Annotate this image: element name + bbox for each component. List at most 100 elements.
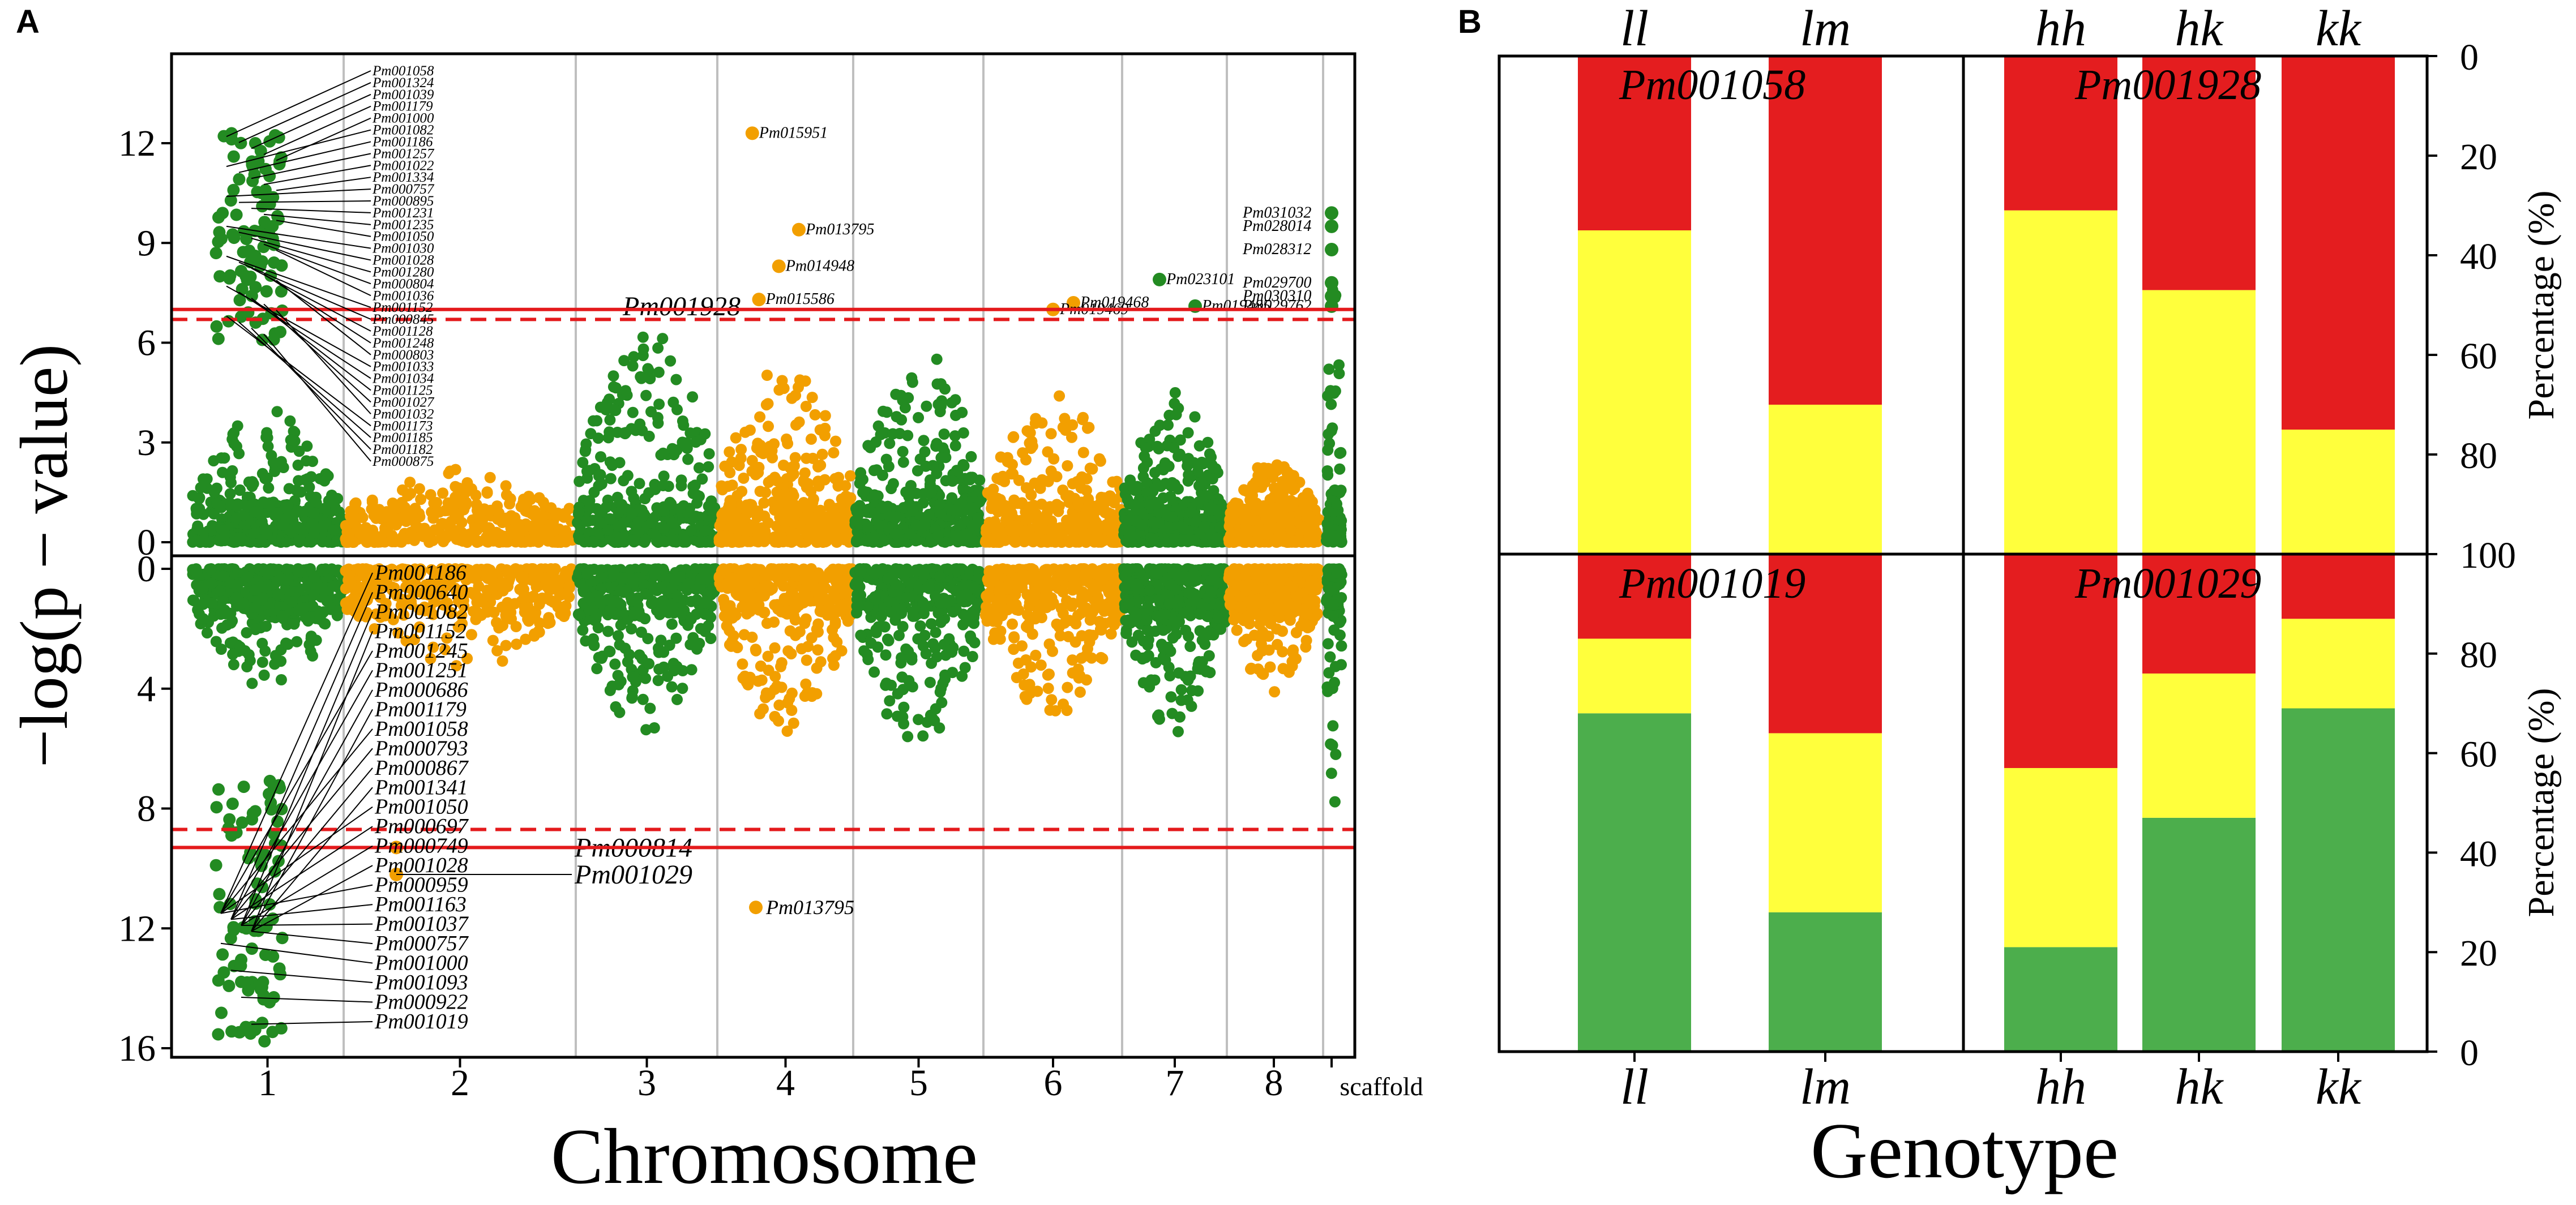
- snp-point-bottom: [904, 566, 915, 578]
- snp-point-top: [517, 525, 529, 537]
- snp-point-bottom: [295, 567, 307, 578]
- snp-point-bottom: [1103, 567, 1115, 579]
- snp-point-top: [545, 502, 557, 514]
- snp-point-top: [613, 507, 624, 518]
- snp-point-top: [982, 487, 994, 499]
- snp-point-top: [405, 526, 417, 538]
- snp-point-top: [481, 486, 493, 498]
- snp-point-bottom: [1192, 658, 1204, 670]
- snp-point-top: [1024, 427, 1035, 438]
- snp-point-top: [592, 432, 604, 444]
- snp-point-top: [950, 409, 961, 421]
- snp-point-top: [725, 505, 737, 517]
- snp-point-bottom: [623, 649, 635, 661]
- snp-point-top: [677, 415, 688, 427]
- snp-point-bottom: [1153, 709, 1165, 721]
- snp-point-bottom: [754, 708, 766, 719]
- snp-point-bottom: [1085, 567, 1097, 578]
- snp-point-top: [196, 535, 208, 547]
- snp-point-bottom: [812, 644, 824, 656]
- snp-point-top: [409, 503, 421, 514]
- snp-point-bottom: [666, 681, 678, 693]
- snp-point-top: [293, 475, 305, 487]
- snp-point-top: [716, 480, 728, 492]
- snp-point-bottom: [511, 638, 523, 650]
- snp-point-bottom: [828, 659, 840, 671]
- snp-point-top: [746, 454, 758, 466]
- snp-point-top: [1042, 446, 1054, 458]
- snp-point-bottom: [215, 608, 226, 620]
- snp-point-bottom: [1162, 641, 1174, 653]
- snp-point-bottom: [934, 571, 945, 582]
- snp-point-bottom: [903, 675, 915, 687]
- snp-point-top: [517, 497, 529, 509]
- snp-point-top: [869, 507, 881, 519]
- snp-point-top: [1035, 498, 1047, 510]
- snp-point-bottom: [1165, 691, 1177, 703]
- snp-point-top: [772, 500, 784, 512]
- snp-point-bottom: [947, 606, 959, 618]
- snp-point-top: [730, 432, 742, 444]
- snp-point-bottom: [653, 663, 665, 675]
- snp-point-top: [819, 430, 831, 441]
- snp-point-bottom: [725, 640, 737, 652]
- snp-point-top: [828, 507, 840, 519]
- snp-point-bottom: [1043, 668, 1055, 680]
- snp-point-bottom: [1047, 645, 1058, 657]
- snp-point-bottom: [225, 617, 237, 629]
- snp-point-bottom: [880, 649, 892, 661]
- snp-point-top: [509, 512, 521, 524]
- snp-point-bottom: [470, 606, 482, 617]
- snp-point-bottom: [858, 645, 870, 657]
- snp-point-bottom: [500, 640, 512, 651]
- snp-point-top: [472, 503, 483, 515]
- snp-point-top: [249, 506, 261, 518]
- snp-point-top: [1081, 473, 1093, 484]
- snp-point-top: [224, 471, 236, 483]
- snp-point-top: [805, 433, 817, 445]
- snp-point-top: [307, 516, 319, 528]
- snp-point-top: [726, 456, 738, 468]
- snp-point-top: [637, 331, 649, 343]
- snp-point-bottom: [1059, 617, 1071, 629]
- snp-point-bottom: [191, 567, 203, 578]
- snp-point-top: [1002, 452, 1013, 464]
- snp-point-top: [665, 355, 677, 367]
- snp-point-top: [802, 478, 814, 490]
- snp-point-top: [884, 438, 896, 449]
- snp-point-top: [259, 497, 271, 509]
- snp-point-bottom: [583, 591, 595, 603]
- snp-point-top: [357, 527, 369, 539]
- snp-point-bottom: [591, 663, 603, 675]
- snp-point-top: [230, 512, 242, 524]
- snp-point-bottom: [1085, 578, 1097, 590]
- snp-point-top: [652, 411, 664, 423]
- snp-point-top: [1124, 474, 1136, 486]
- snp-point-top: [935, 400, 947, 412]
- snp-point-top: [919, 446, 931, 458]
- snp-point-top: [193, 493, 205, 505]
- snp-point-bottom: [924, 676, 936, 688]
- snp-point-bottom: [301, 580, 313, 592]
- snp-point-top: [824, 529, 835, 541]
- snp-point-bottom: [758, 607, 770, 619]
- snp-point-top: [921, 400, 932, 412]
- snp-point-top: [283, 483, 295, 495]
- snp-point-bottom: [207, 597, 219, 609]
- snp-point-top: [234, 484, 246, 496]
- snp-point-bottom: [1007, 618, 1018, 630]
- snp-point-top: [267, 457, 279, 468]
- snp-point-bottom: [724, 625, 735, 637]
- snp-point-bottom: [563, 582, 575, 594]
- snp-point-bottom: [811, 623, 823, 635]
- snp-point-top: [327, 524, 339, 536]
- snp-point-top: [1165, 480, 1177, 492]
- snp-point-bottom: [991, 568, 1003, 580]
- snp-point-top: [1206, 473, 1218, 484]
- snp-point-bottom: [1024, 679, 1035, 691]
- snp-point-bottom: [192, 604, 204, 616]
- snp-point-top: [1153, 443, 1165, 454]
- snp-point-top: [587, 535, 598, 547]
- snp-point-bottom: [1175, 684, 1187, 696]
- snp-point-top: [991, 526, 1003, 538]
